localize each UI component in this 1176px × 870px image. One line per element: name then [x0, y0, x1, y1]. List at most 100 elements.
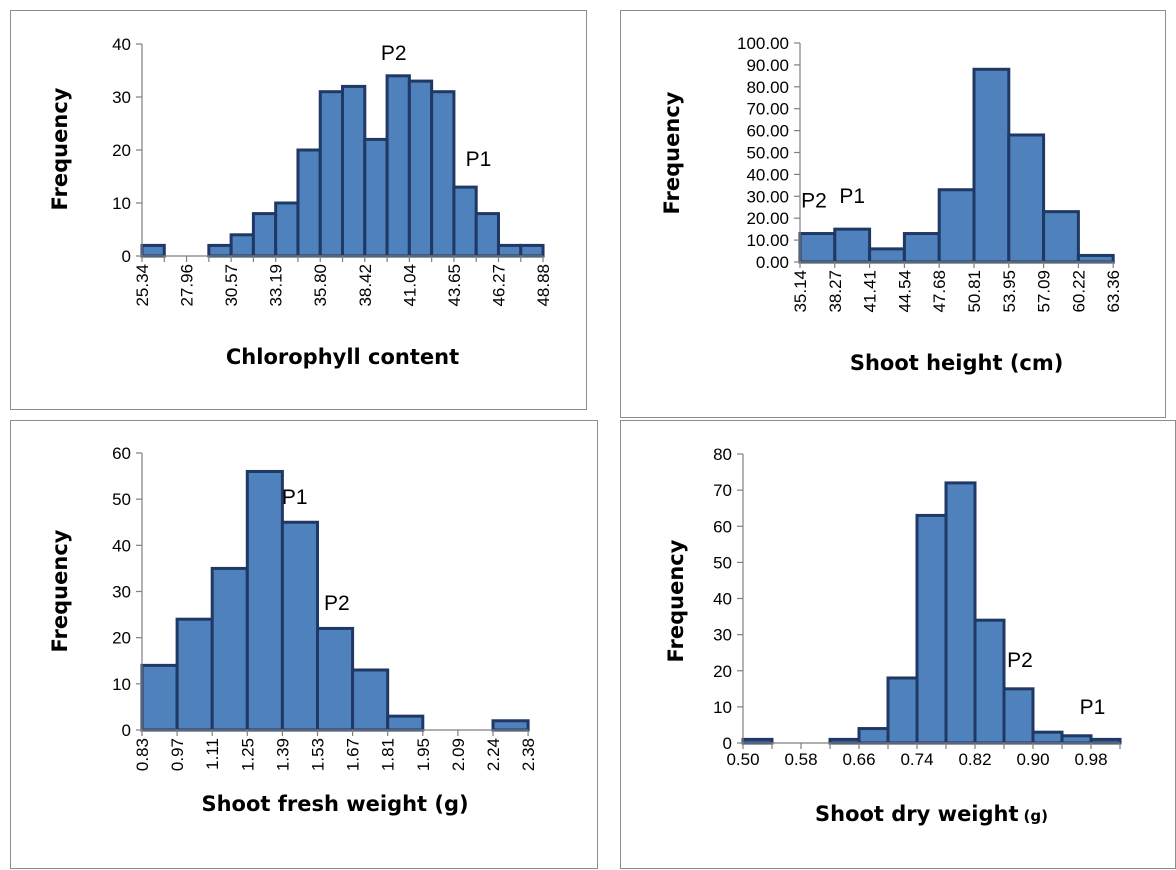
x-tick-label: 0.90	[1016, 750, 1049, 769]
x-tick-label: 0.66	[842, 750, 875, 769]
y-axis-title: Frequency	[48, 529, 72, 652]
y-axis-title: Frequency	[664, 539, 688, 662]
bar	[251, 212, 278, 258]
shoot-height-histogram: 0.00 10.00 20.00 30.00 40.00 50.00 60.00 70.00 8…	[660, 34, 1123, 375]
x-tick-label: 35.14	[791, 270, 810, 313]
x-axis-title-unit: (g)	[1024, 807, 1048, 825]
annotation-label: P2	[1007, 649, 1033, 672]
bar	[245, 469, 284, 732]
chlorophyll-histogram: 0 10 20 30 40 25.34 27.96 30.57 33.19 35.80 38.42 4…	[48, 35, 553, 369]
shoot-height-panel: 0.00 10.00 20.00 30.00 40.00 50.00 60.00 70.00 8…	[620, 10, 1166, 418]
y-axis-title: Frequency	[48, 87, 72, 210]
x-tick-label: 1.95	[414, 738, 433, 771]
bar	[452, 185, 478, 258]
y-tick-label: 70	[713, 481, 732, 500]
y-tick-label: 50	[713, 553, 732, 572]
y-tick-label: 40	[112, 35, 131, 54]
x-tick-label: 46.27	[489, 264, 508, 307]
bar	[280, 520, 319, 732]
annotation-label: P2	[324, 592, 350, 615]
annotation-label: P1	[466, 148, 492, 171]
x-tick-label: 0.83	[133, 738, 152, 771]
annotation-label: P2	[381, 42, 407, 65]
y-tick-label: 70.00	[746, 100, 789, 119]
bar	[207, 243, 233, 258]
bar	[973, 618, 1006, 745]
bar	[385, 74, 411, 258]
y-tick-label: 100.00	[737, 34, 789, 53]
bar	[318, 90, 345, 258]
x-tick-label: 41.41	[861, 270, 880, 313]
y-tick-label: 60	[713, 517, 732, 536]
bar	[229, 233, 255, 258]
y-tick-label: 10.00	[746, 231, 789, 250]
y-tick-label: 0	[122, 721, 131, 740]
bar	[1002, 687, 1035, 745]
bar	[944, 481, 977, 745]
bar	[491, 719, 530, 732]
x-tick-label: 50.81	[965, 270, 984, 313]
y-tick-label: 20.00	[746, 209, 789, 228]
x-tick-label: 27.96	[178, 264, 197, 307]
y-tick-label: 40	[713, 590, 732, 609]
annotation-label: P2	[801, 189, 827, 212]
x-tick-label: 63.36	[1104, 270, 1123, 313]
x-tick-label: 1.53	[309, 738, 328, 771]
x-axis-title: Shoot fresh weight (g)	[201, 792, 468, 816]
bar	[519, 243, 545, 258]
x-tick-label: 1.39	[273, 738, 292, 771]
bar	[1042, 210, 1080, 264]
bar	[430, 90, 456, 258]
bar	[316, 626, 355, 732]
bar	[1031, 730, 1064, 745]
bar	[140, 243, 166, 258]
x-tick-label: 44.54	[895, 270, 914, 313]
x-tick-label: 1.67	[344, 738, 363, 771]
x-tick-label: 0.74	[900, 750, 933, 769]
bar	[351, 668, 390, 732]
bar	[363, 137, 389, 258]
y-axis-title: Frequency	[660, 91, 684, 214]
annotation-label: P1	[1080, 696, 1106, 719]
bar	[1060, 734, 1093, 745]
x-tick-label: 2.24	[484, 738, 503, 771]
y-tick-label: 20	[112, 141, 131, 160]
x-tick-label: 0.82	[958, 750, 991, 769]
y-tick-label: 10	[112, 194, 131, 213]
y-tick-label: 0	[723, 734, 732, 753]
x-tick-label: 43.65	[445, 264, 464, 307]
y-tick-label: 40	[112, 536, 131, 555]
y-tick-label: 90.00	[746, 56, 789, 75]
shoot-dry-weight-panel: 0 10 20 30 40 50 60 70 80 0.50 0.58 0.66 0.74 0.82 0.9…	[620, 420, 1176, 869]
annotation-label: P1	[282, 486, 308, 509]
x-axis-title: Shoot height (cm)	[850, 351, 1064, 375]
bar	[798, 232, 837, 264]
bar	[175, 617, 214, 732]
x-tick-label: 60.22	[1069, 270, 1088, 313]
bar	[210, 566, 249, 732]
bar	[386, 714, 425, 732]
bar	[915, 513, 948, 745]
bar	[474, 212, 500, 258]
bar	[274, 201, 300, 258]
bar	[140, 663, 179, 732]
y-tick-label: 50.00	[746, 144, 789, 163]
x-tick-label: 0.58	[784, 750, 817, 769]
bar	[857, 727, 890, 745]
y-tick-label: 0	[122, 247, 131, 266]
x-tick-label: 30.57	[222, 264, 241, 307]
x-tick-label: 53.95	[1000, 270, 1019, 313]
shoot-dry-weight-histogram: 0 10 20 30 40 50 60 70 80 0.50 0.58 0.66 0.74 0.82 0.9…	[664, 445, 1122, 826]
x-tick-label: 25.34	[133, 264, 152, 307]
y-tick-label: 80	[713, 445, 732, 464]
y-tick-label: 10	[112, 675, 131, 694]
bar	[341, 84, 367, 258]
chlorophyll-panel: 0 10 20 30 40 25.34 27.96 30.57 33.19 35.80 38.42 4…	[10, 10, 587, 410]
bar	[833, 227, 872, 264]
bar	[1007, 133, 1046, 264]
bar	[868, 247, 906, 264]
annotation-label: P1	[839, 185, 865, 208]
x-tick-label: 0.98	[1074, 750, 1107, 769]
bar	[1076, 253, 1115, 264]
x-tick-label: 35.80	[311, 264, 330, 307]
